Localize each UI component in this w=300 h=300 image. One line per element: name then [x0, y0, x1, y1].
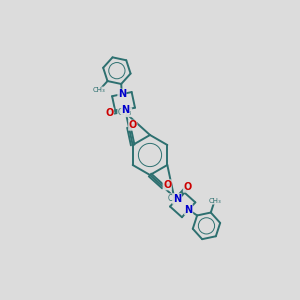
Text: CH₃: CH₃ [167, 194, 182, 203]
Text: CH₃: CH₃ [118, 108, 132, 117]
Text: O: O [163, 180, 171, 190]
Text: N: N [121, 105, 129, 115]
Text: O: O [129, 120, 137, 130]
Text: O: O [183, 182, 192, 192]
Text: O: O [105, 108, 114, 118]
Text: N: N [173, 194, 181, 204]
Text: N: N [118, 89, 126, 99]
Text: CH₃: CH₃ [93, 87, 106, 93]
Text: N: N [184, 205, 193, 215]
Text: CH₃: CH₃ [208, 198, 221, 204]
